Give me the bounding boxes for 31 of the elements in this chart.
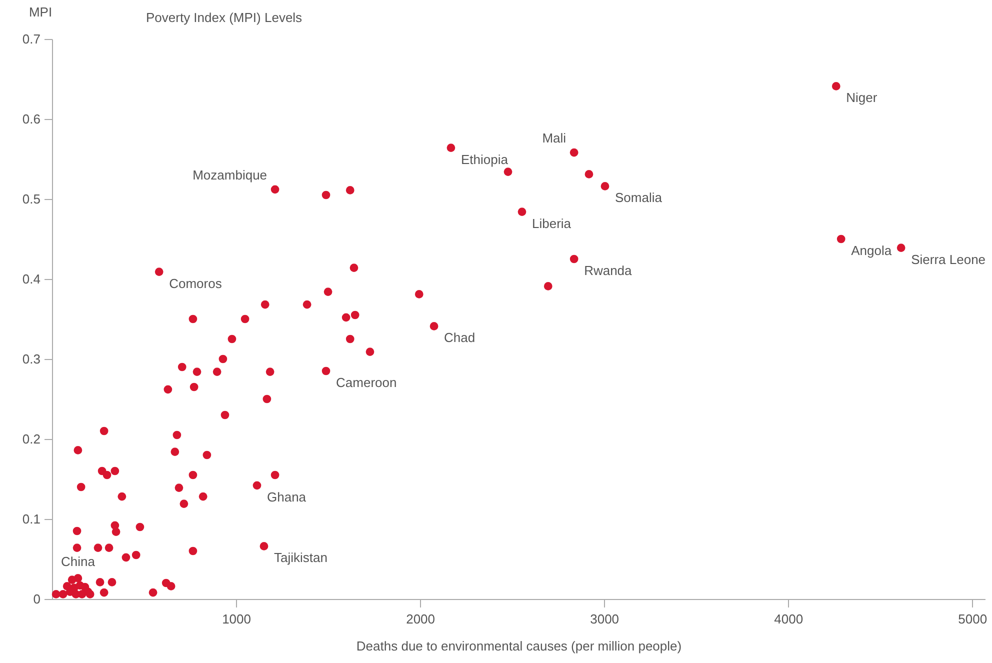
annotation: Niger <box>846 90 878 106</box>
chart-title: Poverty Index (MPI) Levels <box>146 10 303 25</box>
y-axis-title: MPI <box>28 4 52 20</box>
annotation: Chad <box>444 330 476 346</box>
x-tick-label: 1000 <box>222 612 251 626</box>
annotation: Sierra Leone <box>911 252 986 267</box>
annotation: Angola <box>851 243 892 258</box>
x-tick-label: 3000 <box>590 612 620 626</box>
x-tick-label: 4000 <box>774 612 804 626</box>
y-tick-label: 0.5 <box>22 192 40 206</box>
annotation: Comoros <box>169 276 222 291</box>
annotation: China <box>60 554 96 570</box>
y-tick-label: 0.6 <box>22 112 40 126</box>
annotation: Rwanda <box>584 263 633 278</box>
y-tick-label: 0.1 <box>22 512 40 526</box>
annotation: Liberia <box>532 216 572 231</box>
annotation: Mozambique <box>192 167 268 182</box>
annotation: Cameroon <box>336 375 397 390</box>
y-tick-label: 0.3 <box>22 352 40 366</box>
annotation: Ghana <box>267 489 307 504</box>
y-tick-label: 0.4 <box>22 272 40 286</box>
annotation: Somalia <box>614 190 663 206</box>
y-tick-label: 0.2 <box>22 432 40 446</box>
y-tick-label: 0 <box>33 592 40 606</box>
y-tick-label: 0.7 <box>22 32 40 46</box>
annotation: Ethiopia <box>460 152 509 167</box>
x-tick-label: 2000 <box>406 612 436 626</box>
x-tick-label: 5000 <box>958 612 988 626</box>
annotation: Tajikistan <box>274 550 328 566</box>
annotation: Mali <box>542 130 566 146</box>
x-axis-title: Deaths due to environmental causes (per million people) <box>356 638 682 654</box>
